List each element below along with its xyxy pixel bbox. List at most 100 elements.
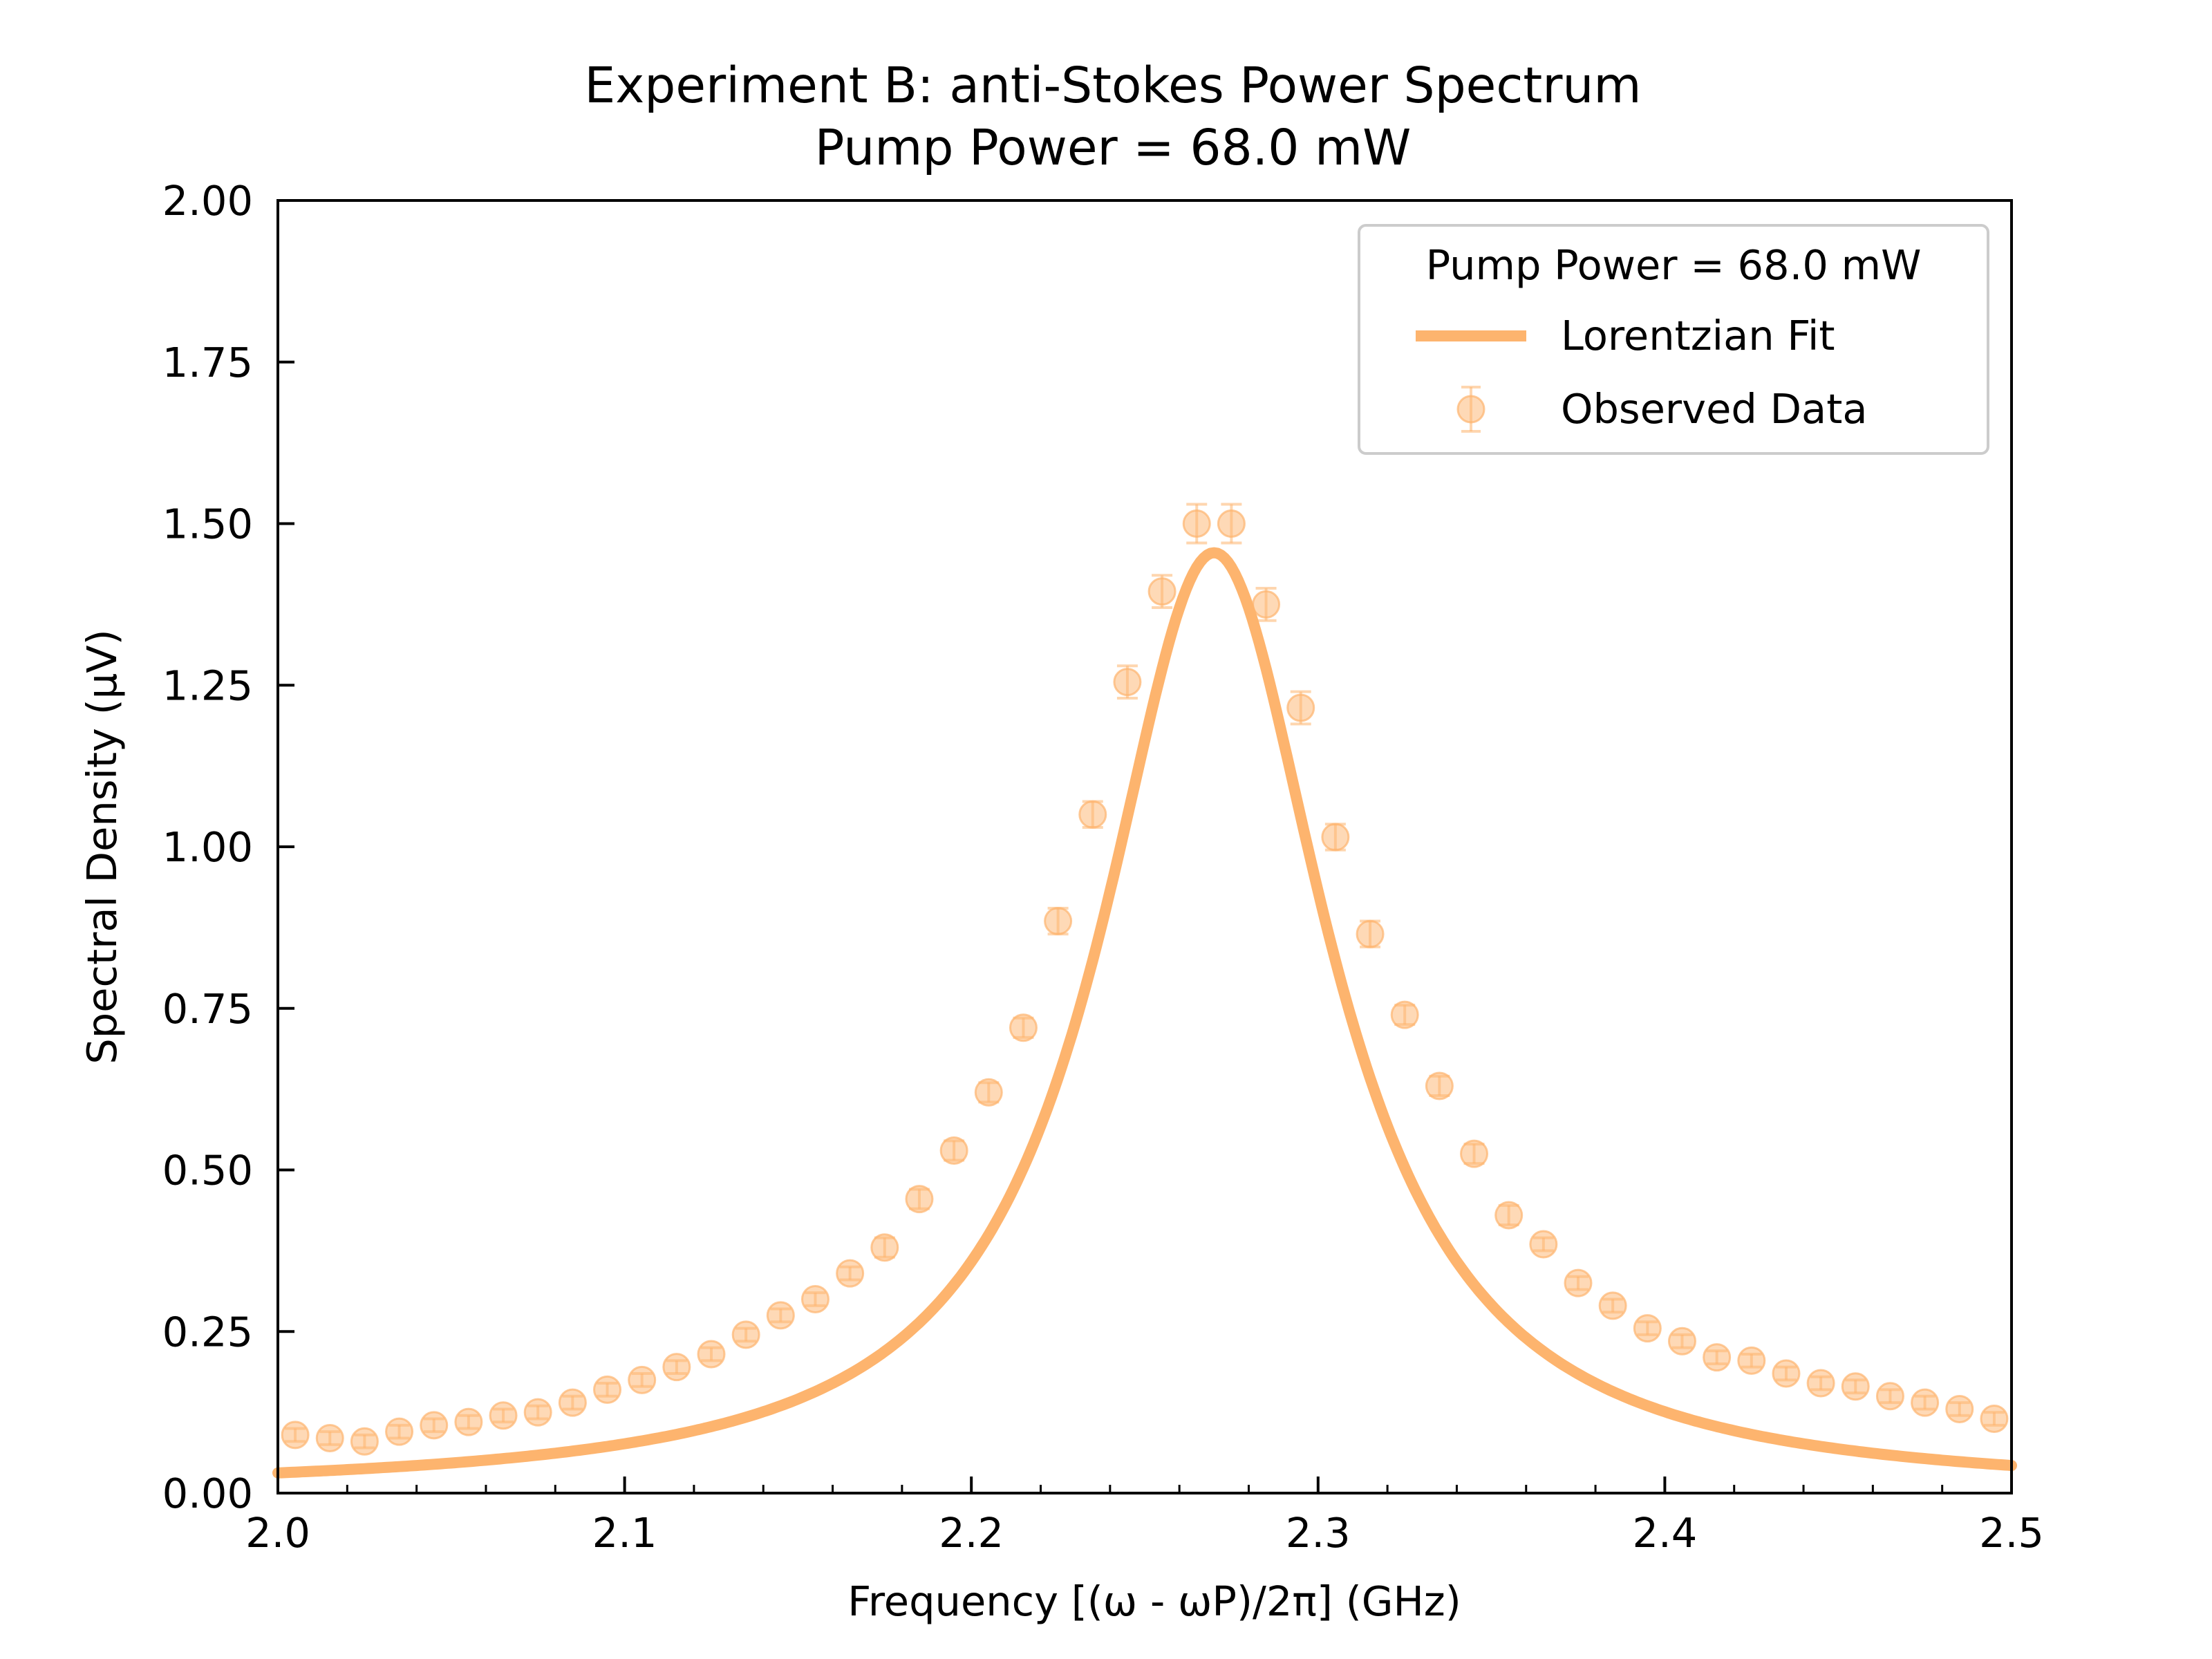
data-point <box>766 1301 795 1330</box>
data-point <box>974 1078 1003 1107</box>
data-point <box>1703 1343 1732 1372</box>
data-marker <box>454 1407 483 1436</box>
y-tick-label: 1.25 <box>162 662 253 709</box>
data-point <box>315 1424 344 1453</box>
data-point <box>1009 1013 1038 1042</box>
y-tick-label: 0.75 <box>162 985 253 1033</box>
legend-title: Pump Power = 68.0 mW <box>1426 241 1922 289</box>
data-marker <box>628 1365 657 1394</box>
data-point <box>1147 574 1177 610</box>
data-point <box>593 1375 622 1404</box>
data-marker <box>1217 509 1246 538</box>
x-tick-label: 2.1 <box>592 1509 657 1557</box>
data-marker <box>1390 1000 1419 1029</box>
data-marker <box>350 1427 379 1456</box>
data-marker <box>1494 1201 1524 1230</box>
data-point <box>1494 1201 1524 1230</box>
data-point <box>1044 906 1073 936</box>
data-marker <box>1529 1230 1558 1259</box>
data-marker <box>523 1398 552 1427</box>
x-tick-label: 2.3 <box>1286 1509 1351 1557</box>
data-point <box>1667 1327 1696 1356</box>
x-tick-label: 2.0 <box>245 1509 310 1557</box>
data-point <box>1321 823 1350 852</box>
data-marker <box>1078 800 1107 829</box>
data-marker <box>800 1285 830 1313</box>
data-point <box>1252 587 1281 622</box>
data-marker <box>1321 823 1350 852</box>
data-point <box>662 1353 691 1382</box>
data-point <box>1772 1359 1801 1388</box>
data-point <box>1806 1369 1835 1398</box>
data-marker <box>1425 1071 1454 1100</box>
data-point <box>1460 1139 1489 1168</box>
data-point <box>350 1427 379 1456</box>
data-marker <box>1667 1327 1696 1356</box>
data-marker <box>281 1421 310 1450</box>
data-point <box>1217 503 1246 545</box>
data-marker <box>489 1401 518 1430</box>
plot-frame <box>276 199 2013 1494</box>
y-tick-label: 0.00 <box>162 1470 253 1517</box>
x-axis: 2.0 2.1 2.2 2.3 2.4 2.5 <box>245 1477 2044 1557</box>
data-point <box>558 1388 587 1417</box>
data-marker <box>1356 919 1385 948</box>
data-point <box>1945 1394 1974 1423</box>
data-marker <box>1182 509 1211 538</box>
data-point <box>800 1285 830 1313</box>
data-point <box>1841 1372 1870 1401</box>
data-marker <box>1460 1139 1489 1168</box>
data-point <box>1875 1382 1904 1411</box>
data-point <box>454 1407 483 1436</box>
data-marker <box>1875 1382 1904 1411</box>
y-tick-label: 0.50 <box>162 1147 253 1194</box>
data-marker <box>558 1388 587 1417</box>
data-marker <box>1564 1268 1593 1297</box>
chart-subtitle: Pump Power = 68.0 mW <box>815 119 1412 176</box>
data-marker <box>1772 1359 1801 1388</box>
data-marker <box>1703 1343 1732 1372</box>
data-point <box>731 1320 760 1349</box>
data-point <box>1078 800 1107 829</box>
data-marker <box>1286 693 1315 722</box>
data-point <box>628 1365 657 1394</box>
x-tick-label: 2.4 <box>1632 1509 1697 1557</box>
data-marker <box>1147 577 1177 606</box>
legend: Pump Power = 68.0 mW Lorentzian Fit Obse… <box>1358 224 1989 455</box>
data-point <box>385 1417 414 1446</box>
data-marker <box>315 1424 344 1453</box>
data-marker <box>385 1417 414 1446</box>
y-tick-label: 1.50 <box>162 500 253 548</box>
data-marker <box>974 1078 1003 1107</box>
y-tick-label: 0.25 <box>162 1308 253 1356</box>
data-marker <box>697 1340 726 1369</box>
data-point <box>523 1398 552 1427</box>
data-marker <box>1841 1372 1870 1401</box>
plot-content <box>272 503 2017 1479</box>
legend-data-swatch <box>1456 386 1485 433</box>
x-tick-label: 2.2 <box>939 1509 1004 1557</box>
data-point <box>1564 1268 1593 1297</box>
data-marker <box>1113 668 1142 697</box>
fit-line-lorentzian <box>272 547 2017 1479</box>
data-point <box>905 1185 934 1214</box>
data-point <box>489 1401 518 1430</box>
data-point <box>1529 1230 1558 1259</box>
data-marker <box>870 1233 899 1262</box>
data-marker <box>1945 1394 1974 1423</box>
data-marker <box>939 1136 968 1165</box>
data-point <box>1425 1071 1454 1100</box>
data-point <box>1737 1346 1766 1375</box>
data-marker <box>593 1375 622 1404</box>
data-marker <box>1044 907 1073 936</box>
data-marker <box>420 1411 449 1440</box>
data-marker <box>1980 1404 2009 1433</box>
data-point <box>1286 690 1315 726</box>
data-point <box>1182 503 1211 545</box>
data-marker <box>1737 1346 1766 1375</box>
y-tick-label: 1.75 <box>162 339 253 386</box>
data-point <box>1980 1404 2009 1433</box>
data-point <box>1390 1000 1419 1029</box>
data-marker <box>1633 1314 1662 1343</box>
data-marker <box>1252 590 1281 619</box>
